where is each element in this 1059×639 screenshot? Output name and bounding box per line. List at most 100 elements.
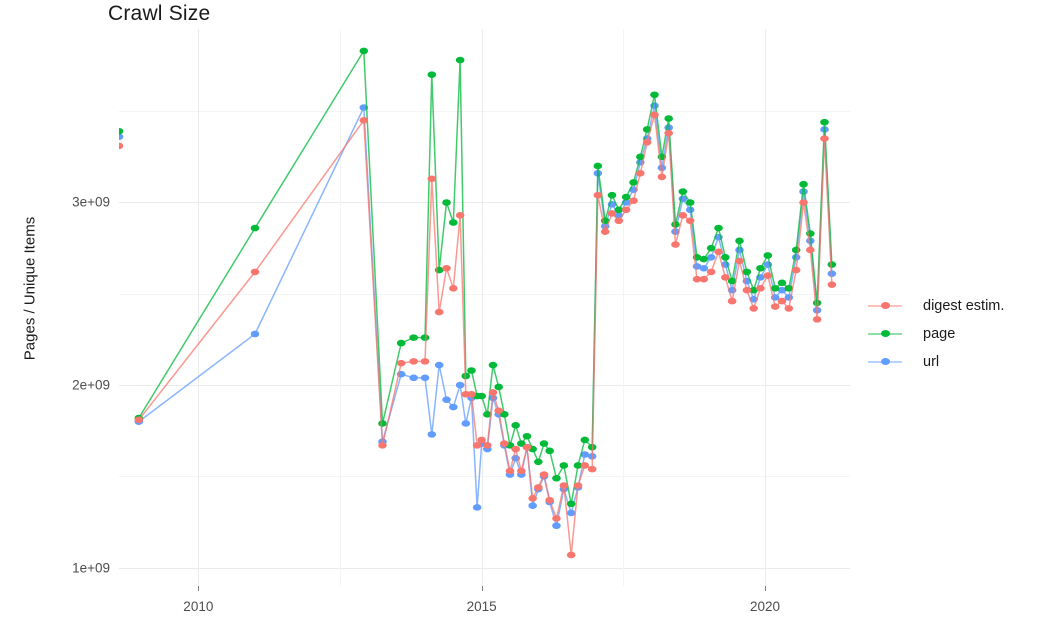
gridline-y-minor xyxy=(119,111,850,113)
data-point xyxy=(629,197,638,204)
data-point xyxy=(420,358,430,365)
legend-item-page[interactable]: page xyxy=(868,320,1053,348)
data-point xyxy=(477,436,486,444)
data-point xyxy=(784,285,794,292)
plot-area xyxy=(119,47,837,559)
data-point xyxy=(250,268,260,276)
data-point xyxy=(629,179,638,186)
gridline-y-major xyxy=(119,567,850,569)
data-point xyxy=(494,407,503,414)
data-point xyxy=(434,361,444,369)
gridline-x-minor xyxy=(623,29,625,586)
series-url xyxy=(119,102,837,530)
data-point xyxy=(528,502,537,509)
data-point xyxy=(799,188,808,195)
data-point xyxy=(494,383,503,391)
data-point xyxy=(467,367,476,374)
data-point xyxy=(600,228,610,236)
data-point xyxy=(820,118,829,126)
data-point xyxy=(763,252,773,259)
data-point xyxy=(706,268,716,276)
data-point xyxy=(461,420,471,427)
data-point xyxy=(763,272,773,279)
y-tick-label: 2e+09 xyxy=(72,377,110,393)
data-point xyxy=(573,482,583,489)
gridline-y-major xyxy=(119,385,850,387)
data-point xyxy=(607,191,617,199)
legend-label: url xyxy=(923,354,940,370)
series-line xyxy=(138,104,833,527)
data-point xyxy=(650,111,659,119)
data-point xyxy=(449,403,458,411)
data-point xyxy=(442,264,451,272)
gridline-x-major xyxy=(765,29,766,586)
data-point xyxy=(472,504,482,511)
data-point xyxy=(742,286,752,294)
x-tick-label: 2020 xyxy=(749,599,781,614)
data-point xyxy=(685,206,695,214)
data-point xyxy=(409,374,418,382)
data-point xyxy=(517,440,526,447)
y-axis-ticks: 1e+09 2e+09 3e+09 xyxy=(44,29,110,586)
data-point xyxy=(650,91,659,99)
data-point xyxy=(749,305,758,312)
data-point xyxy=(580,451,590,458)
data-point xyxy=(799,199,808,206)
data-point xyxy=(820,135,829,142)
data-point xyxy=(573,462,583,469)
legend-key-icon xyxy=(868,325,902,343)
data-point xyxy=(539,440,549,447)
data-point xyxy=(721,274,730,281)
data-point xyxy=(727,297,737,305)
data-point xyxy=(359,47,369,55)
data-point xyxy=(559,482,569,489)
legend-item-url[interactable]: url xyxy=(868,348,1053,376)
data-point xyxy=(396,359,406,367)
legend-dot xyxy=(881,302,890,309)
data-point xyxy=(427,175,437,183)
data-point xyxy=(427,71,437,78)
data-point xyxy=(442,199,451,206)
data-point xyxy=(657,173,667,181)
data-point xyxy=(664,129,673,137)
data-point xyxy=(756,264,765,272)
data-point xyxy=(791,253,801,261)
data-point xyxy=(664,115,673,122)
data-point xyxy=(539,471,549,478)
data-point xyxy=(134,416,144,424)
series-line xyxy=(138,114,833,556)
data-point xyxy=(119,133,124,141)
data-point xyxy=(477,392,486,400)
legend-item-digest[interactable]: digest estim. xyxy=(868,292,1053,320)
data-point xyxy=(756,285,765,292)
gridline-x-major xyxy=(481,29,483,586)
data-point xyxy=(799,180,808,188)
page-title: Crawl Size xyxy=(108,2,211,25)
series-digest-estim xyxy=(119,111,837,559)
legend-key-icon xyxy=(868,353,902,371)
data-point xyxy=(552,515,561,522)
legend: digest estim. page url xyxy=(868,292,1053,376)
data-point xyxy=(770,303,780,310)
data-point xyxy=(714,248,723,256)
x-tick-label: 2010 xyxy=(183,599,214,614)
x-axis-ticks: 2010 2015 2020 xyxy=(119,586,850,626)
data-point xyxy=(699,275,709,283)
data-point xyxy=(559,462,569,469)
legend-label: page xyxy=(923,326,956,342)
data-point xyxy=(434,308,444,316)
data-point xyxy=(566,500,576,508)
data-point xyxy=(614,206,624,214)
data-point xyxy=(552,474,561,482)
data-point xyxy=(791,266,801,274)
data-point xyxy=(685,217,695,225)
data-point xyxy=(409,334,418,341)
data-point xyxy=(488,389,498,396)
data-point xyxy=(621,206,631,214)
data-point xyxy=(827,281,837,288)
data-point xyxy=(614,217,624,225)
data-point xyxy=(777,297,787,305)
data-point xyxy=(777,286,787,294)
data-point xyxy=(455,56,465,64)
